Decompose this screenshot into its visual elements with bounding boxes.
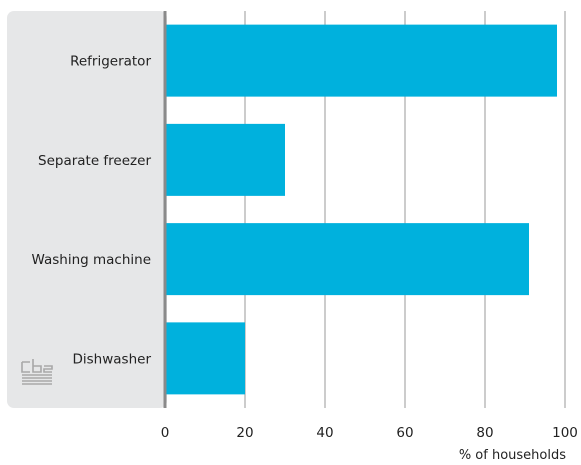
category-label: Washing machine <box>31 252 151 268</box>
category-labels: Refrigerator Separate freezer Washing mach… <box>31 54 151 368</box>
bar <box>165 123 285 196</box>
category-label: Dishwasher <box>73 351 152 367</box>
category-label: Separate freezer <box>38 153 151 169</box>
category-label-panel <box>7 11 167 408</box>
category-label: Refrigerator <box>70 54 151 70</box>
bar <box>165 24 557 97</box>
x-tick-label: 60 <box>396 425 413 441</box>
bar <box>165 223 529 296</box>
x-tick-label: 20 <box>236 425 253 441</box>
x-tick-label: 0 <box>161 425 170 441</box>
x-tick-label: 40 <box>316 425 333 441</box>
bar <box>165 322 245 395</box>
x-axis-title: % of households <box>459 448 566 463</box>
x-tick-labels: 0 20 40 60 80 100 <box>161 425 578 441</box>
x-tick-label: 100 <box>552 425 578 441</box>
cbs-logo-icon <box>21 359 53 385</box>
x-tick-label: 80 <box>476 425 493 441</box>
bars <box>165 24 557 395</box>
